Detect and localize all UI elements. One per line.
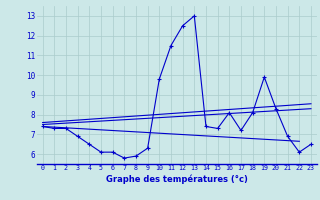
X-axis label: Graphe des températures (°c): Graphe des températures (°c) [106,174,248,184]
